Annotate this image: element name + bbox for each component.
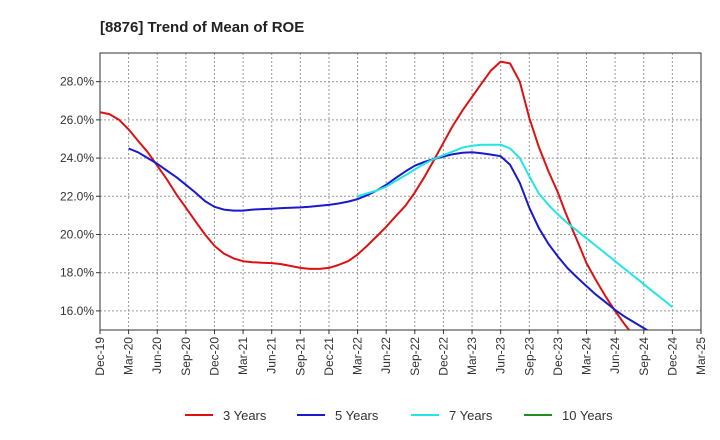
y-tick-label: 28.0%: [60, 75, 94, 89]
x-tick-label: Dec-22: [436, 337, 450, 376]
y-tick-label: 24.0%: [60, 151, 94, 165]
x-tick-label: Dec-19: [93, 337, 107, 376]
legend: 3 Years 5 Years 7 Years 10 Years: [185, 408, 613, 423]
y-tick-label: 26.0%: [60, 113, 94, 127]
series-line-7-years: [357, 143, 674, 308]
x-tick-label: Mar-23: [465, 337, 479, 375]
legend-label: 10 Years: [562, 408, 613, 423]
x-tick-label: Mar-21: [236, 337, 250, 375]
series-lines: [100, 60, 674, 330]
x-tick-label: Jun-20: [150, 337, 164, 374]
y-tick-label: 16.0%: [60, 304, 94, 318]
x-tick-label: Jun-24: [608, 337, 622, 374]
legend-label: 7 Years: [449, 408, 493, 423]
y-tick-label: 20.0%: [60, 227, 94, 241]
series-line-3-years: [100, 60, 631, 330]
x-tick-label: Sep-22: [408, 337, 422, 376]
x-tick-label: Dec-23: [551, 337, 565, 376]
legend-label: 3 Years: [223, 408, 267, 423]
x-tick-label: Mar-24: [580, 337, 594, 375]
x-tick-label: Jun-23: [494, 337, 508, 374]
x-tick-label: Sep-24: [637, 337, 651, 376]
x-tick-label: Mar-22: [351, 337, 365, 375]
y-tick-label: 22.0%: [60, 189, 94, 203]
grid-lines: [100, 53, 701, 330]
x-tick-label: Jun-22: [379, 337, 393, 374]
x-tick-label: Jun-21: [265, 337, 279, 374]
plot-area-border: [99, 52, 702, 331]
series-line-5-years: [128, 147, 649, 330]
chart-title: [8876] Trend of Mean of ROE: [100, 19, 304, 36]
x-tick-label: Sep-21: [293, 337, 307, 376]
x-tick-label: Dec-24: [665, 337, 679, 376]
x-axis-ticks: Dec-19 Mar-20 Jun-20 Sep-20 Dec-20 Mar-21 Jun-…: [93, 330, 708, 376]
x-tick-label: Sep-23: [522, 337, 536, 376]
x-tick-label: Dec-21: [322, 337, 336, 376]
x-tick-label: Dec-20: [207, 337, 221, 376]
x-tick-label: Mar-20: [122, 337, 136, 375]
x-tick-label: Sep-20: [179, 337, 193, 376]
x-tick-label: Mar-25: [694, 337, 708, 375]
y-tick-label: 18.0%: [60, 266, 94, 280]
legend-label: 5 Years: [335, 408, 379, 423]
y-axis-ticks: 16.0% 18.0% 20.0% 22.0% 24.0% 26.0% 28.0%: [60, 75, 100, 318]
